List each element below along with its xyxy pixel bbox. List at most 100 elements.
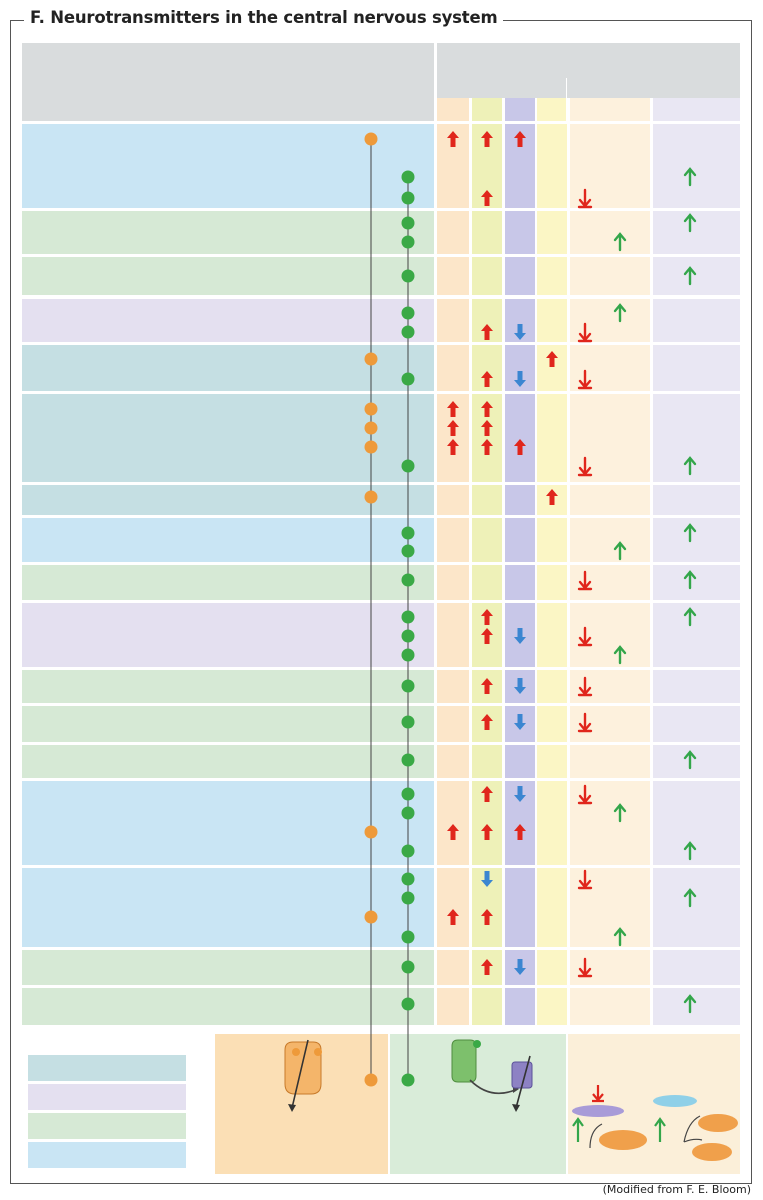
cell-bg-camp-7 [570,518,650,562]
metabotropic-marker [401,753,415,767]
cell-bg-cl-10 [537,670,567,703]
legend-amino [28,1055,186,1081]
na-up-arrow-icon [447,439,459,455]
group-band-3 [22,299,434,342]
camp-down-arrow-icon [577,676,593,697]
header-cells-na [437,98,469,121]
metabotropic-marker [401,787,415,801]
metabotropic-marker [401,610,415,624]
footer-metabo-box [390,1034,566,1174]
metabotropic-marker [401,629,415,643]
na-up-arrow-icon [447,131,459,147]
metabotropic-marker [401,526,415,540]
ca-down-arrow-icon [514,786,526,802]
camp-down-arrow-icon [577,957,593,978]
metabotropic-marker [401,372,415,386]
metabotropic-legend-marker [401,1073,415,1087]
ca-down-arrow-icon [514,324,526,340]
camp-down-arrow-icon [577,570,593,591]
header-cells-camp [570,98,650,121]
cell-bg-cl-7 [537,518,567,562]
cell-bg-ip3-6 [653,485,740,515]
metabotropic-marker [401,872,415,886]
cell-bg-cl-13 [537,781,567,865]
cell-bg-ip3-11 [653,706,740,742]
cell-bg-ip3-15 [653,950,740,985]
cell-bg-na-10 [437,670,469,703]
cell-bg-ca-7 [505,518,535,562]
cell-bg-camp-11 [570,706,650,742]
cell-bg-na-12 [437,745,469,778]
header-band-effect [437,43,740,98]
cell-bg-na-2 [437,257,469,295]
ionotropic-marker [364,440,378,454]
cell-bg-cl-11 [537,706,567,742]
cell-bg-ip3-9 [653,603,740,667]
cell-bg-ca-14 [505,868,535,947]
metabotropic-marker [401,170,415,184]
metabotropic-marker [401,715,415,729]
group-band-10 [22,670,434,703]
header-cells-ca [505,98,535,121]
header-cells-cl [537,98,567,121]
k-up-arrow-icon [481,909,493,925]
cell-bg-ip3-2 [653,257,740,295]
cell-bg-camp-9 [570,603,650,667]
cell-bg-camp-0 [570,124,650,208]
camp-down-arrow-icon [577,322,593,343]
legend-others [28,1142,186,1168]
legend-peptides [28,1113,186,1139]
ip3-up-arrow-icon [683,570,697,590]
ip3-up-arrow-icon [683,841,697,861]
metabotropic-marker [401,544,415,558]
credit-note: (Modified from F. E. Bloom) [602,1183,751,1196]
cell-bg-ip3-0 [653,124,740,208]
na-up-arrow-icon [447,401,459,417]
cell-bg-cl-8 [537,565,567,600]
cell-bg-ip3-5 [653,394,740,482]
cell-bg-na-7 [437,518,469,562]
cell-bg-na-8 [437,565,469,600]
k-up-arrow-icon [481,401,493,417]
metabotropic-marker [401,930,415,944]
ca-down-arrow-icon [514,959,526,975]
ip3-up-arrow-icon [683,750,697,770]
cell-bg-ca-2 [505,257,535,295]
cell-bg-k-16 [472,988,502,1025]
cell-bg-ip3-14 [653,868,740,947]
cell-bg-na-14 [437,868,469,947]
ionotropic-marker [364,402,378,416]
ip3-up-arrow-icon [683,607,697,627]
cl-up-arrow-icon [546,489,558,505]
cell-bg-k-8 [472,565,502,600]
cell-bg-camp-14 [570,868,650,947]
k-up-arrow-icon [481,824,493,840]
cell-bg-ip3-3 [653,299,740,342]
camp-down-arrow-icon [577,369,593,390]
ionotropic-marker [364,910,378,924]
k-up-arrow-icon [481,714,493,730]
ip3-up-arrow-icon [683,523,697,543]
cell-bg-ca-12 [505,745,535,778]
cell-bg-na-1 [437,211,469,254]
camp-down-arrow-icon [577,456,593,477]
metabotropic-marker [401,891,415,905]
cell-bg-ip3-8 [653,565,740,600]
cell-bg-camp-8 [570,565,650,600]
k-up-arrow-icon [481,628,493,644]
group-band-13 [22,781,434,865]
group-band-1 [22,211,434,254]
group-band-16 [22,988,434,1025]
camp-up-arrow-icon [613,645,627,665]
cell-bg-ca-8 [505,565,535,600]
figure-title: F. Neurotransmitters in the central nerv… [24,8,504,27]
header-band-left [22,43,434,121]
cell-bg-ip3-1 [653,211,740,254]
camp-up-arrow-icon [613,541,627,561]
camp-down-arrow-icon [577,784,593,805]
cell-bg-k-12 [472,745,502,778]
camp-up-arrow-icon [613,303,627,323]
metabotropic-marker [401,235,415,249]
camp-down-arrow-icon [577,626,593,647]
